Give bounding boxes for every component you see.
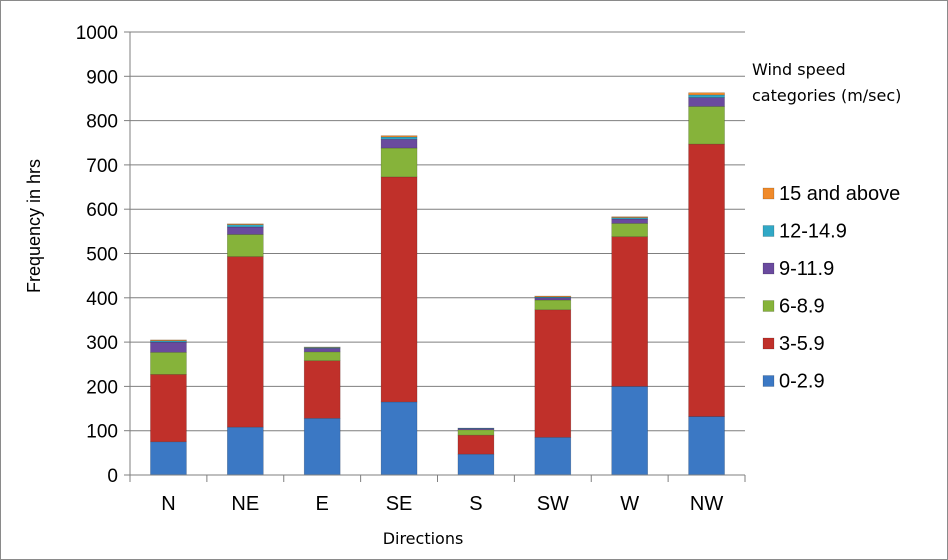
bar-segment [303,417,341,476]
bar-stack-w [611,216,648,476]
bar-segment [303,348,341,353]
y-tick-label: 400 [86,289,118,310]
legend-swatch [762,300,775,312]
bar-stack-se [380,135,418,476]
bar-segment [688,92,725,96]
legend-item: 6-8.9 [762,296,825,318]
bar-segment [611,218,648,224]
x-tick-label: NE [231,493,259,515]
gridlines [124,31,745,476]
bar-segment [611,216,648,218]
y-tick-label: 600 [86,200,118,221]
axes [129,32,746,482]
x-tick-label: W [620,493,639,515]
legend-swatch [762,375,775,387]
bar-segment [688,97,725,107]
legend-swatch [762,262,775,275]
bar-segment [534,437,572,476]
legend-item: 0-2.9 [762,371,825,393]
bar-stack-n [150,339,187,476]
bar-segment [457,453,495,476]
bar-segment [534,295,572,298]
bar-segment [150,374,187,443]
bar-segment [534,299,572,311]
bar-stacks [150,92,725,476]
y-tick-label: 1000 [76,23,118,44]
bar-segment [380,176,418,403]
legend-item: 9-11.9 [762,258,834,280]
bar-stack-nw [688,92,725,476]
bar-segment [380,401,418,476]
legend-swatch [762,225,775,237]
legend-item: 15 and above [762,183,900,205]
x-tick-label: SE [386,493,413,515]
bar-segment [380,138,418,149]
bar-segment [688,106,725,145]
bar-segment [611,223,648,237]
legend-label: 12-14.9 [779,221,847,243]
legend: 15 and above 12-14.9 9-11.9 6-8.9 3-5.9 0-2.9 [762,183,900,393]
x-tick-label: N [161,493,175,515]
bar-segment [150,441,187,476]
y-tick-label: 300 [86,333,118,354]
legend-title-line-1: Wind speed [752,60,846,79]
y-tick-label: 500 [86,245,118,266]
y-tick-label: 0 [107,466,118,487]
legend-item: 3-5.9 [762,333,825,355]
bar-segment [534,309,572,438]
legend-item: 12-14.9 [762,221,847,243]
legend-swatch [762,337,775,350]
x-tick-label: NW [690,493,723,515]
legend-swatch [762,187,775,200]
legend-label: 9-11.9 [779,258,834,280]
bar-segment [150,341,187,353]
bar-segment [227,256,264,428]
bar-segment [303,351,341,362]
x-tick-labels: N NE E SE S SW W NW [161,493,723,515]
bar-stack-e [303,346,341,476]
bar-segment [303,360,341,419]
x-tick-label: S [469,493,482,515]
bar-segment [611,386,648,476]
x-axis-label: Directions [383,529,464,548]
x-tick-label: SW [537,493,569,515]
y-tick-label: 900 [86,67,118,88]
bar-segment [227,234,264,257]
y-tick-label: 800 [86,112,118,133]
bar-segment [150,351,187,375]
bar-segment [227,224,264,228]
bar-segment [380,135,418,138]
bar-segment [611,236,648,387]
bar-segment [688,416,725,476]
legend-title-line-2: categories (m/sec) [752,86,901,105]
x-tick-label: E [316,493,329,515]
bar-stack-ne [227,223,264,476]
bar-segment [688,143,725,417]
bar-stack-sw [534,295,572,476]
y-tick-labels: 0 100 200 300 400 500 600 700 800 900 1000 [76,23,118,487]
y-tick-label: 700 [86,156,118,177]
bar-segment [457,429,495,436]
bar-segment [150,339,187,342]
bar-segment [534,297,572,301]
y-tick-label: 200 [86,377,118,398]
bar-segment [227,226,264,235]
bar-segment [380,147,418,178]
bar-stack-s [457,427,495,476]
y-axis-label: Frequency in hrs [24,159,44,293]
bar-segment [380,136,418,140]
bar-segment [227,426,264,476]
legend-label: 15 and above [779,183,900,205]
bar-segment [688,94,725,98]
legend-label: 6-8.9 [779,296,825,318]
legend-label: 3-5.9 [779,333,825,355]
y-tick-label: 100 [86,422,118,443]
bar-segment [227,223,264,226]
legend-label: 0-2.9 [779,371,825,393]
bar-segment [457,434,495,455]
